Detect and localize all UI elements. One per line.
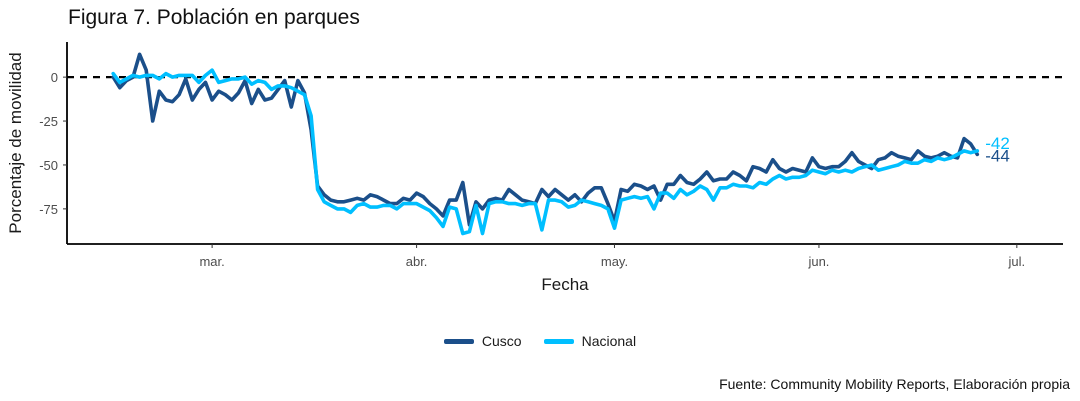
figure-title: Figura 7. Población en parques xyxy=(68,6,360,29)
legend-item-cusco: Cusco xyxy=(443,333,522,349)
legend-swatch-nacional xyxy=(543,338,574,344)
axes xyxy=(66,42,1063,245)
x-tick-label: jul. xyxy=(1008,254,1026,269)
x-tick-label: may. xyxy=(601,254,628,269)
y-tick-label: -50 xyxy=(39,158,58,173)
legend: Cusco Nacional xyxy=(0,333,1080,349)
series-line-cusco xyxy=(111,52,980,227)
legend-swatch-cusco xyxy=(443,338,474,344)
y-tick-label: -75 xyxy=(39,202,58,217)
end-label-nacional: -42 xyxy=(985,134,1010,153)
x-tick-label: abr. xyxy=(406,254,428,269)
end-label-cusco: -44 xyxy=(985,146,1010,165)
legend-item-nacional: Nacional xyxy=(543,333,637,349)
y-tick-label: -25 xyxy=(39,114,58,129)
series-group xyxy=(111,52,980,236)
legend-label-cusco: Cusco xyxy=(481,333,522,349)
legend-label-nacional: Nacional xyxy=(581,333,637,349)
y-axis-title: Porcentaje de movilidad xyxy=(6,52,25,233)
x-tick-label: jun. xyxy=(807,254,829,269)
series-line-nacional xyxy=(111,68,980,236)
source-note: Fuente: Community Mobility Reports, Elab… xyxy=(719,376,1070,392)
y-tick-label: 0 xyxy=(51,70,58,85)
chart: 0 -25 -50 -75 mar. abr. may. jun. jul. -44-42 Fe… xyxy=(6,42,1063,294)
x-axis-title: Fecha xyxy=(541,275,589,294)
end-labels: -44-42 xyxy=(985,134,1010,166)
ticks: 0 -25 -50 -75 mar. abr. may. jun. jul. xyxy=(39,70,1025,269)
x-tick-label: mar. xyxy=(199,254,224,269)
